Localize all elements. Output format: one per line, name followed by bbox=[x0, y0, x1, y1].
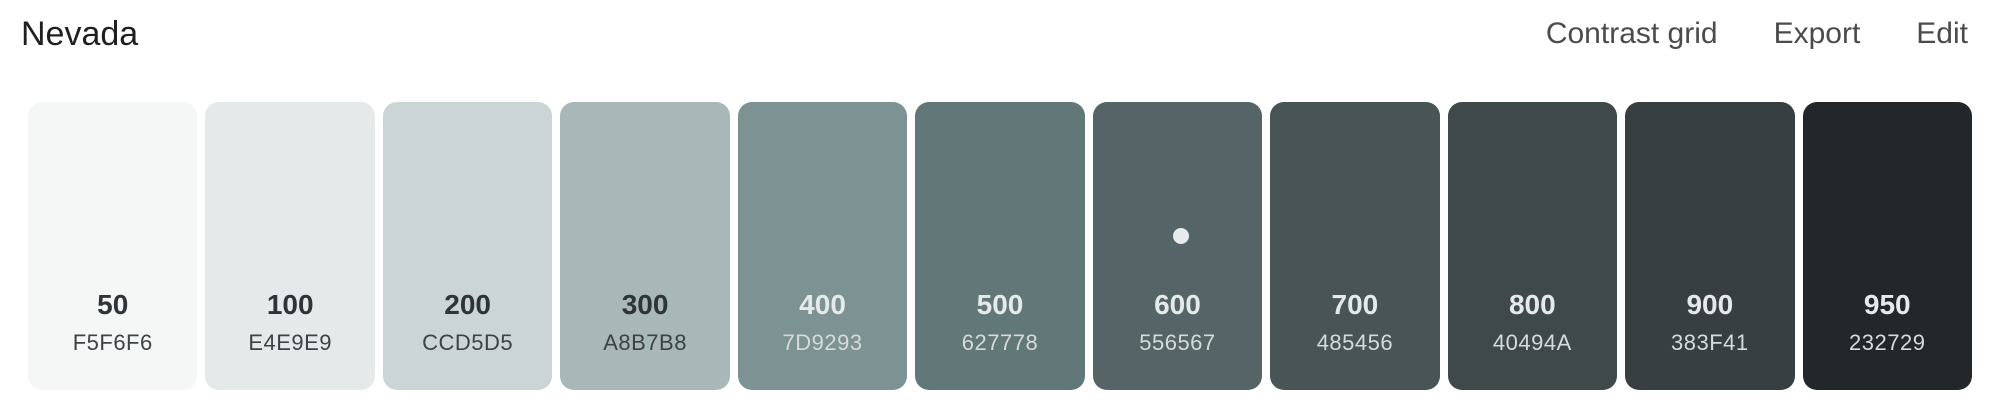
swatch-hex: 7D9293 bbox=[782, 330, 863, 355]
swatch-900[interactable]: 900 383F41 bbox=[1625, 102, 1795, 390]
swatch-shade: 500 bbox=[976, 289, 1024, 320]
swatch-shade: 400 bbox=[799, 289, 846, 320]
swatch-100[interactable]: 100 E4E9E9 bbox=[205, 102, 375, 390]
swatch-200[interactable]: 200 CCD5D5 bbox=[382, 102, 553, 390]
swatch-hex: CCD5D5 bbox=[422, 330, 514, 355]
swatch-shade: 300 bbox=[621, 289, 669, 320]
swatch-hex: 556567 bbox=[1139, 330, 1216, 355]
swatch-hex: F5F6F6 bbox=[72, 330, 153, 355]
swatch-shade: 200 bbox=[444, 289, 491, 320]
export-button[interactable]: Export bbox=[1774, 12, 1861, 56]
contrast-grid-button[interactable]: Contrast grid bbox=[1546, 12, 1718, 56]
color-palette: 50 F5F6F6 100 E4E9E9 200 CCD5D5 300 A8B7… bbox=[28, 102, 1972, 390]
header-actions: Contrast grid Export Edit bbox=[1546, 12, 1968, 56]
edit-button[interactable]: Edit bbox=[1916, 12, 1968, 56]
swatch-400[interactable]: 400 7D9293 bbox=[737, 102, 908, 390]
swatch-shade: 950 bbox=[1863, 289, 1911, 320]
swatch-shade: 800 bbox=[1508, 289, 1556, 320]
swatch-hex: 485456 bbox=[1316, 330, 1394, 355]
swatch-600[interactable]: 600 556567 bbox=[1092, 102, 1263, 390]
swatch-hex: 232729 bbox=[1849, 330, 1926, 355]
swatch-50[interactable]: 50 F5F6F6 bbox=[28, 102, 198, 390]
swatch-hex: 627778 bbox=[961, 330, 1039, 355]
header: Nevada Contrast grid Export Edit bbox=[0, 0, 1990, 70]
swatch-hex: A8B7B8 bbox=[603, 330, 687, 355]
swatch-hex: 383F41 bbox=[1670, 330, 1749, 355]
swatch-hex: 40494A bbox=[1492, 330, 1572, 355]
palette-title: Nevada bbox=[21, 15, 139, 53]
swatch-500[interactable]: 500 627778 bbox=[915, 102, 1085, 390]
swatch-950[interactable]: 950 232729 bbox=[1802, 102, 1972, 390]
swatch-shade: 700 bbox=[1331, 289, 1379, 320]
swatch-800[interactable]: 800 40494A bbox=[1447, 102, 1618, 390]
swatch-hex: E4E9E9 bbox=[248, 330, 333, 355]
swatch-700[interactable]: 700 485456 bbox=[1270, 102, 1440, 390]
swatch-shade: 50 bbox=[97, 289, 129, 320]
swatch-shade: 900 bbox=[1686, 289, 1734, 320]
swatch-shade: 600 bbox=[1154, 289, 1201, 320]
swatch-300[interactable]: 300 A8B7B8 bbox=[560, 102, 730, 390]
swatch-shade: 100 bbox=[266, 289, 314, 320]
base-color-dot-icon bbox=[1173, 228, 1190, 244]
